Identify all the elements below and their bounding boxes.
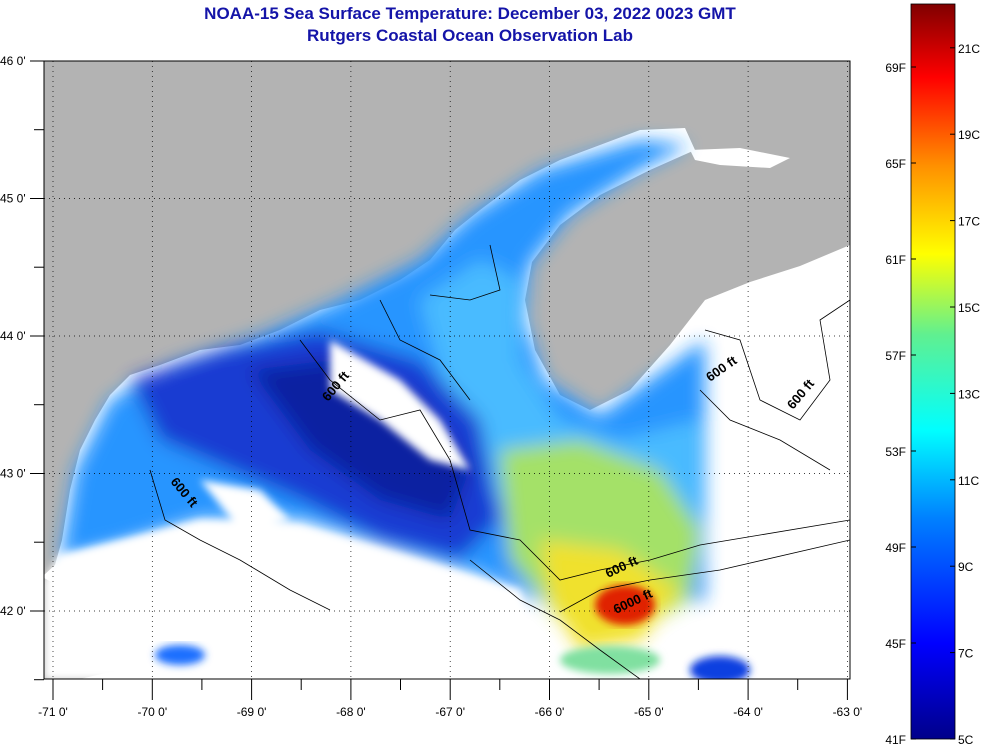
- fahrenheit-label: 57F: [885, 349, 906, 363]
- celsius-label: 17C: [958, 215, 980, 229]
- graticule: [44, 61, 850, 679]
- lon-tick-label: -70 0': [137, 705, 167, 719]
- lat-tick-label: 42 0': [0, 604, 26, 618]
- no-data-patches: [44, 340, 540, 679]
- lon-tick-label: -64 0': [733, 705, 763, 719]
- lat-tick-label: 44 0': [0, 329, 26, 343]
- lon-tick-label: -66 0': [535, 705, 565, 719]
- fahrenheit-label: 53F: [885, 445, 906, 459]
- celsius-label: 11C: [958, 474, 979, 488]
- fahrenheit-label: 69F: [885, 61, 906, 75]
- fahrenheit-label: 61F: [885, 253, 906, 267]
- colorbar: [910, 3, 956, 740]
- fahrenheit-label: 41F: [885, 733, 906, 747]
- sst-scatter: [155, 645, 750, 679]
- lon-tick-label: -71 0': [38, 705, 68, 719]
- lat-tick-label: 46 0': [0, 54, 26, 68]
- depth-contours: [149, 244, 850, 679]
- fahrenheit-label: 45F: [885, 637, 906, 651]
- minas-basin: [690, 148, 790, 168]
- fahrenheit-label: 49F: [885, 541, 906, 555]
- celsius-label: 5C: [958, 733, 974, 747]
- lat-tick-label: 45 0': [0, 192, 26, 206]
- celsius-label: 7C: [958, 647, 974, 661]
- lon-tick-label: -68 0': [336, 705, 366, 719]
- celsius-label: 15C: [958, 301, 980, 315]
- lon-tick-label: -67 0': [435, 705, 465, 719]
- warm-core: [595, 585, 655, 625]
- fahrenheit-label: 65F: [885, 157, 906, 171]
- map-subtitle: Rutgers Coastal Ocean Observation Lab: [307, 26, 633, 45]
- lon-tick-label: -65 0': [634, 705, 664, 719]
- map-title: NOAA-15 Sea Surface Temperature: Decembe…: [204, 4, 736, 23]
- celsius-label: 9C: [958, 560, 974, 574]
- celsius-label: 21C: [958, 42, 980, 56]
- lat-tick-label: 43 0': [0, 467, 26, 481]
- map-frame: [43, 60, 851, 680]
- lon-tick-label: -63 0': [833, 705, 863, 719]
- lon-tick-label: -69 0': [237, 705, 267, 719]
- celsius-label: 13C: [958, 387, 980, 401]
- celsius-label: 19C: [958, 128, 980, 142]
